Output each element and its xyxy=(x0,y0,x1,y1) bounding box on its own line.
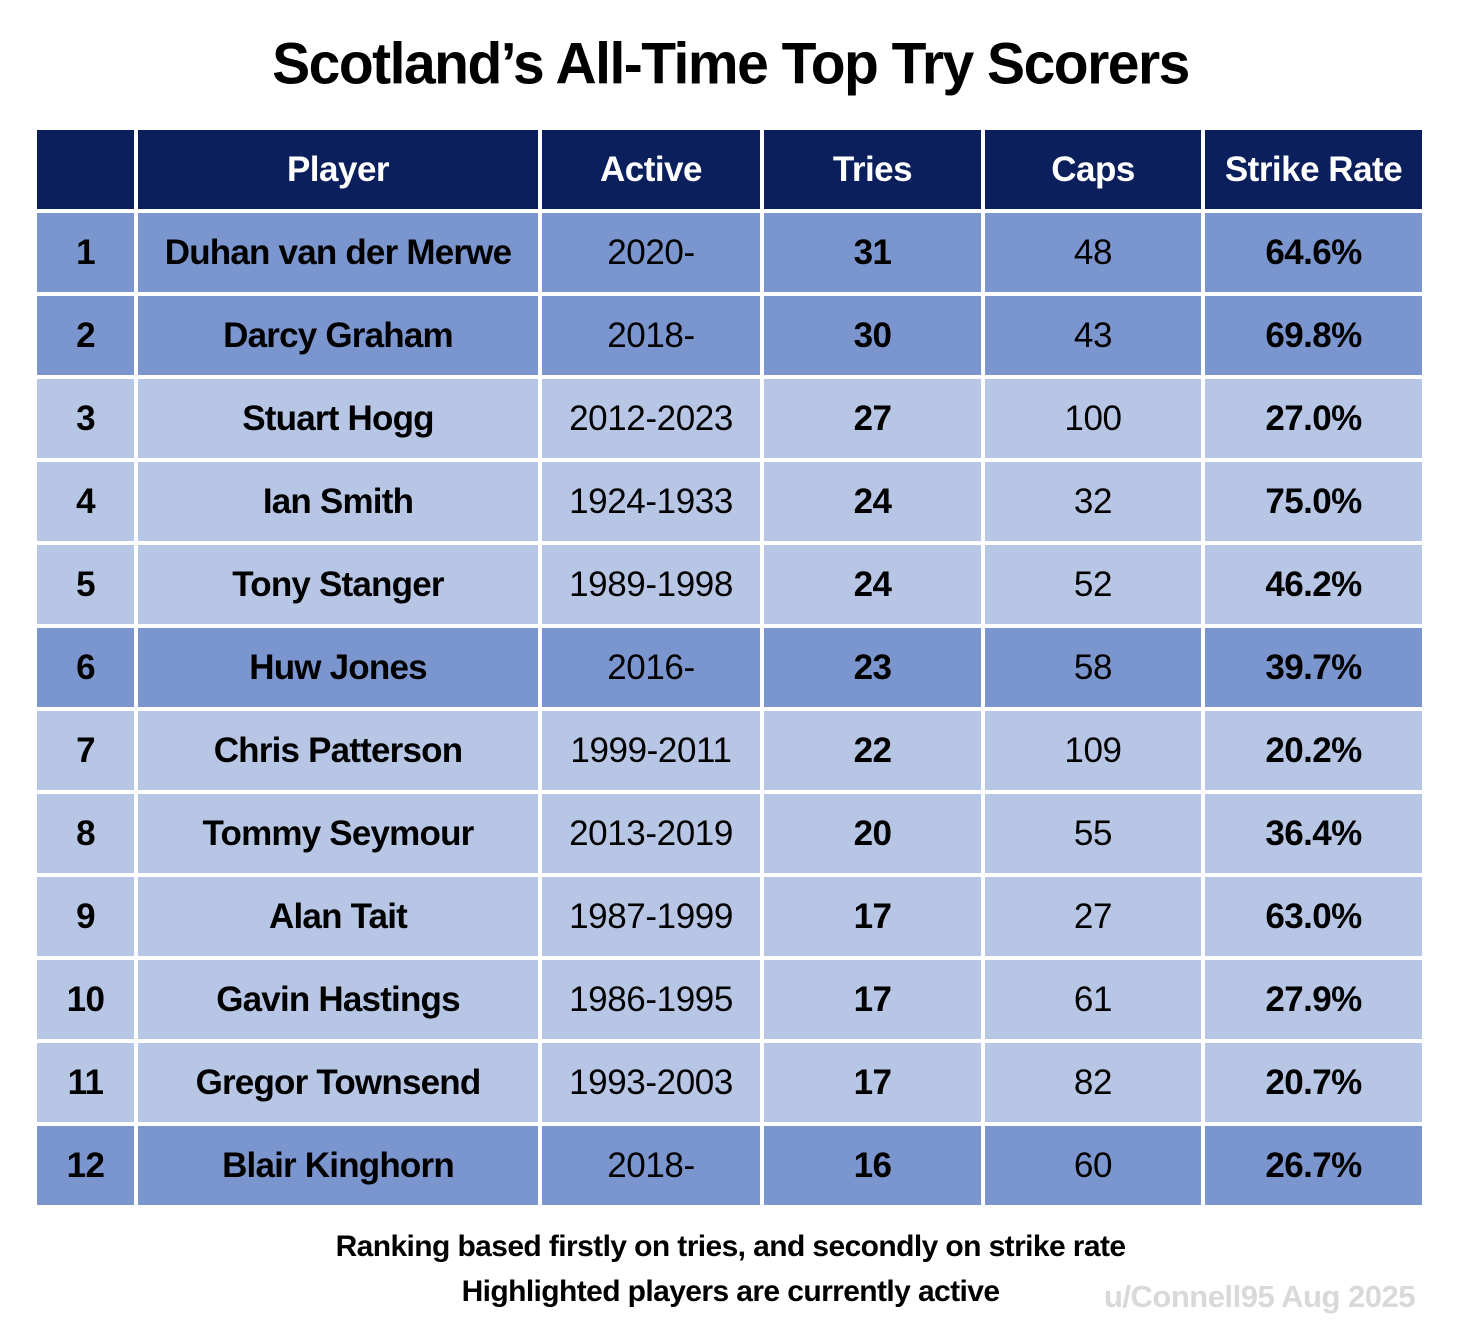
header-active: Active xyxy=(542,130,760,209)
cell-active: 2018- xyxy=(542,296,760,375)
cell-caps: 58 xyxy=(985,628,1201,707)
cell-active: 1999-2011 xyxy=(542,711,760,790)
cell-player: Huw Jones xyxy=(138,628,538,707)
cell-active: 2012-2023 xyxy=(542,379,760,458)
table-row: 5 Tony Stanger 1989-1998 24 52 46.2% xyxy=(37,545,1422,624)
cell-player: Gregor Townsend xyxy=(138,1043,538,1122)
cell-strike-rate: 26.7% xyxy=(1205,1126,1422,1205)
table-row: 12 Blair Kinghorn 2018- 16 60 26.7% xyxy=(37,1126,1422,1205)
cell-strike-rate: 20.7% xyxy=(1205,1043,1422,1122)
cell-active: 2020- xyxy=(542,213,760,292)
cell-strike-rate: 39.7% xyxy=(1205,628,1422,707)
cell-rank: 12 xyxy=(37,1126,134,1205)
chart-title: Scotland’s All-Time Top Try Scorers xyxy=(272,31,1190,97)
cell-rank: 5 xyxy=(37,545,134,624)
table-row: 4 Ian Smith 1924-1933 24 32 75.0% xyxy=(37,462,1422,541)
cell-player: Ian Smith xyxy=(138,462,538,541)
cell-caps: 61 xyxy=(985,960,1201,1039)
cell-caps: 60 xyxy=(985,1126,1201,1205)
cell-player: Stuart Hogg xyxy=(138,379,538,458)
cell-tries: 30 xyxy=(764,296,981,375)
cell-rank: 6 xyxy=(37,628,134,707)
cell-caps: 100 xyxy=(985,379,1201,458)
cell-caps: 32 xyxy=(985,462,1201,541)
cell-rank: 4 xyxy=(37,462,134,541)
cell-rank: 7 xyxy=(37,711,134,790)
header-rank xyxy=(37,130,134,209)
cell-tries: 31 xyxy=(764,213,981,292)
table-row: 10 Gavin Hastings 1986-1995 17 61 27.9% xyxy=(37,960,1422,1039)
cell-player: Chris Patterson xyxy=(138,711,538,790)
cell-strike-rate: 63.0% xyxy=(1205,877,1422,956)
cell-tries: 22 xyxy=(764,711,981,790)
cell-caps: 43 xyxy=(985,296,1201,375)
credit-watermark: u/Connell95 Aug 2025 xyxy=(1104,1279,1416,1314)
cell-active: 2016- xyxy=(542,628,760,707)
table-row: 11 Gregor Townsend 1993-2003 17 82 20.7% xyxy=(37,1043,1422,1122)
cell-tries: 27 xyxy=(764,379,981,458)
cell-active: 1986-1995 xyxy=(542,960,760,1039)
cell-strike-rate: 36.4% xyxy=(1205,794,1422,873)
cell-strike-rate: 69.8% xyxy=(1205,296,1422,375)
cell-tries: 17 xyxy=(764,960,981,1039)
header-player: Player xyxy=(138,130,538,209)
cell-player: Blair Kinghorn xyxy=(138,1126,538,1205)
table-row: 9 Alan Tait 1987-1999 17 27 63.0% xyxy=(37,877,1422,956)
cell-caps: 109 xyxy=(985,711,1201,790)
cell-caps: 48 xyxy=(985,213,1201,292)
cell-strike-rate: 20.2% xyxy=(1205,711,1422,790)
cell-strike-rate: 46.2% xyxy=(1205,545,1422,624)
cell-caps: 52 xyxy=(985,545,1201,624)
cell-active: 2018- xyxy=(542,1126,760,1205)
cell-rank: 9 xyxy=(37,877,134,956)
cell-rank: 2 xyxy=(37,296,134,375)
cell-active: 1924-1933 xyxy=(542,462,760,541)
header-caps: Caps xyxy=(985,130,1201,209)
cell-player: Duhan van der Merwe xyxy=(138,213,538,292)
cell-caps: 27 xyxy=(985,877,1201,956)
cell-player: Alan Tait xyxy=(138,877,538,956)
cell-tries: 17 xyxy=(764,877,981,956)
cell-tries: 24 xyxy=(764,462,981,541)
cell-player: Darcy Graham xyxy=(138,296,538,375)
cell-tries: 16 xyxy=(764,1126,981,1205)
table-row: 8 Tommy Seymour 2013-2019 20 55 36.4% xyxy=(37,794,1422,873)
header-tries: Tries xyxy=(764,130,981,209)
cell-player: Gavin Hastings xyxy=(138,960,538,1039)
cell-caps: 55 xyxy=(985,794,1201,873)
table-body: 1 Duhan van der Merwe 2020- 31 48 64.6% 2 Darcy… xyxy=(37,213,1422,1205)
cell-rank: 3 xyxy=(37,379,134,458)
cell-strike-rate: 64.6% xyxy=(1205,213,1422,292)
footnote-ranking: Ranking based firstly on tries, and seco… xyxy=(335,1230,1126,1263)
header-strike-rate: Strike Rate xyxy=(1205,130,1422,209)
cell-player: Tony Stanger xyxy=(138,545,538,624)
cell-tries: 24 xyxy=(764,545,981,624)
cell-active: 1989-1998 xyxy=(542,545,760,624)
cell-caps: 82 xyxy=(985,1043,1201,1122)
table-row: 6 Huw Jones 2016- 23 58 39.7% xyxy=(37,628,1422,707)
cell-rank: 1 xyxy=(37,213,134,292)
table-row: 7 Chris Patterson 1999-2011 22 109 20.2% xyxy=(37,711,1422,790)
cell-tries: 20 xyxy=(764,794,981,873)
cell-active: 1993-2003 xyxy=(542,1043,760,1122)
cell-strike-rate: 75.0% xyxy=(1205,462,1422,541)
cell-strike-rate: 27.0% xyxy=(1205,379,1422,458)
cell-player: Tommy Seymour xyxy=(138,794,538,873)
footnote-highlight: Highlighted players are currently active xyxy=(461,1275,1000,1308)
try-scorers-table: Player Active Tries Caps Strike Rate 1 Du… xyxy=(33,126,1426,1209)
cell-active: 2013-2019 xyxy=(542,794,760,873)
cell-tries: 17 xyxy=(764,1043,981,1122)
cell-strike-rate: 27.9% xyxy=(1205,960,1422,1039)
cell-rank: 11 xyxy=(37,1043,134,1122)
table-row: 3 Stuart Hogg 2012-2023 27 100 27.0% xyxy=(37,379,1422,458)
table-row: 2 Darcy Graham 2018- 30 43 69.8% xyxy=(37,296,1422,375)
cell-rank: 10 xyxy=(37,960,134,1039)
table-row: 1 Duhan van der Merwe 2020- 31 48 64.6% xyxy=(37,213,1422,292)
cell-active: 1987-1999 xyxy=(542,877,760,956)
cell-tries: 23 xyxy=(764,628,981,707)
cell-rank: 8 xyxy=(37,794,134,873)
table-header-row: Player Active Tries Caps Strike Rate xyxy=(37,130,1422,209)
